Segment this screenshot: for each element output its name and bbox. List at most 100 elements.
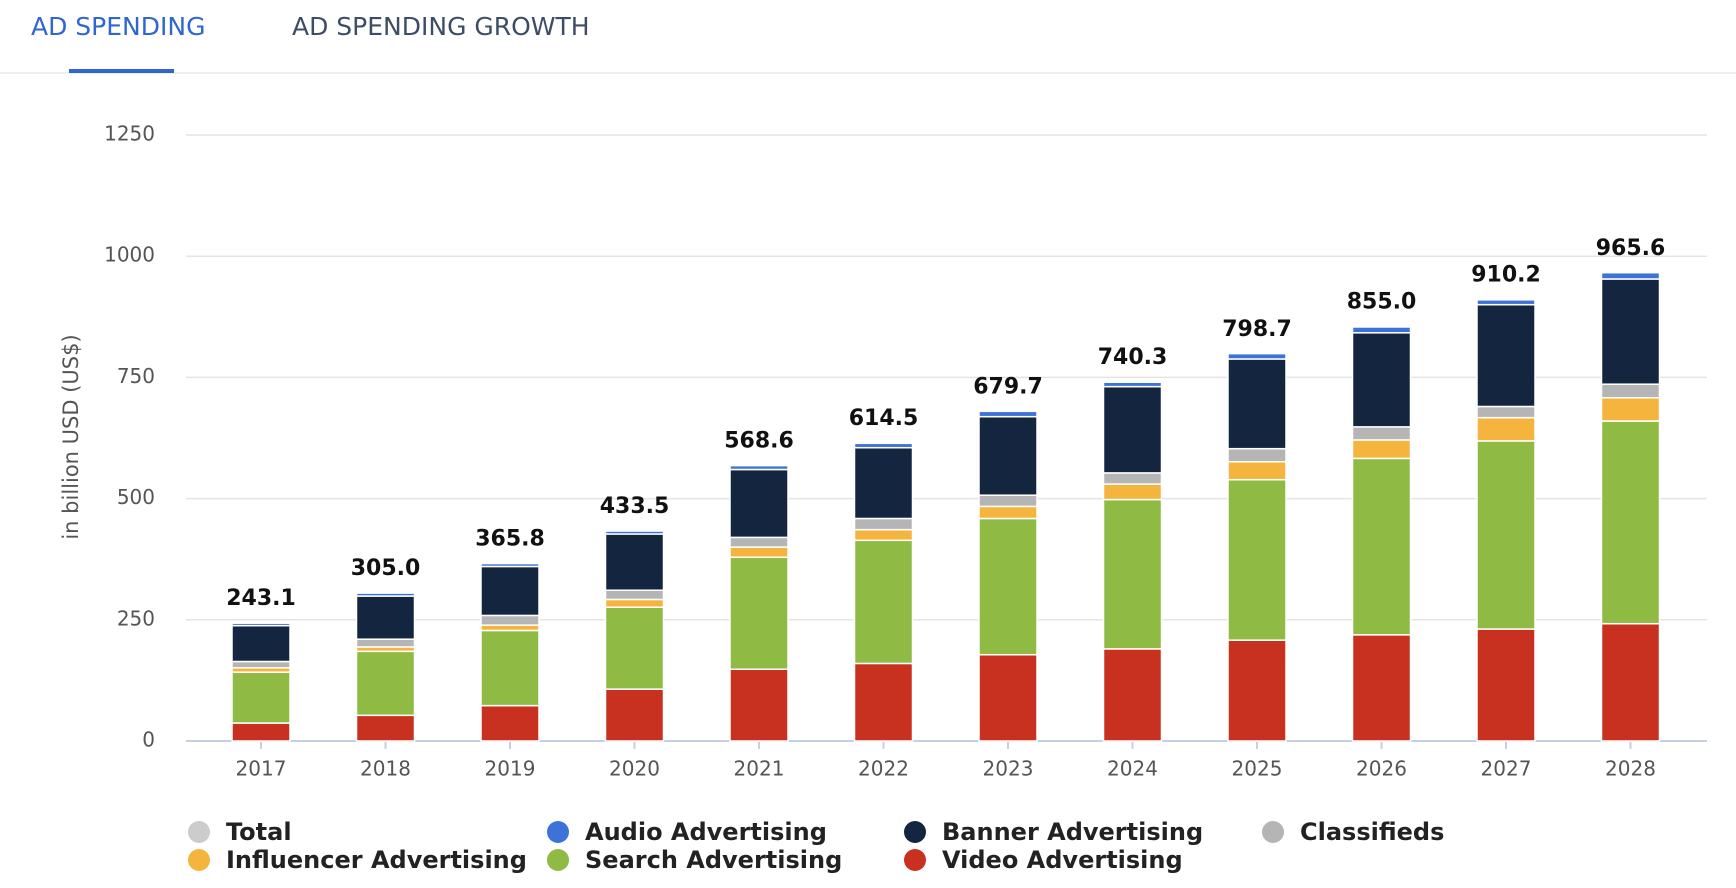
bar-segment bbox=[231, 660, 291, 669]
total-label: 568.6 bbox=[724, 428, 794, 453]
bar-segment bbox=[231, 722, 291, 742]
bar-segment bbox=[978, 505, 1038, 520]
bar-segment bbox=[1476, 440, 1536, 630]
legend-swatch[interactable] bbox=[547, 821, 569, 843]
total-label: 965.6 bbox=[1596, 236, 1666, 261]
bar-segment bbox=[978, 517, 1038, 656]
bar-segment bbox=[853, 446, 914, 520]
bar-segment bbox=[480, 624, 540, 632]
x-tick-label: 2020 bbox=[609, 757, 660, 781]
total-label: 910.2 bbox=[1471, 263, 1541, 288]
bar-segment bbox=[1600, 383, 1661, 399]
bar-segment bbox=[853, 528, 914, 542]
bar-segment bbox=[1102, 385, 1163, 474]
x-tick-label: 2019 bbox=[485, 757, 536, 781]
bar-segment bbox=[1600, 271, 1661, 280]
bar-segment bbox=[1227, 461, 1287, 481]
bar-segment bbox=[1476, 416, 1536, 442]
legend-label[interactable]: Influencer Advertising bbox=[226, 846, 527, 874]
tab-underline bbox=[69, 69, 174, 73]
bar-segment bbox=[853, 662, 914, 742]
bar-segment bbox=[853, 442, 914, 449]
y-tick-label: 500 bbox=[117, 485, 155, 509]
bar-segment bbox=[480, 704, 540, 742]
legend-swatch[interactable] bbox=[1262, 821, 1284, 843]
x-tick-label: 2021 bbox=[734, 757, 785, 781]
total-label: 243.1 bbox=[226, 586, 296, 611]
bar-segment bbox=[355, 714, 416, 742]
bar-segment bbox=[604, 530, 665, 535]
bar-segment bbox=[355, 595, 416, 640]
legend-label[interactable]: Search Advertising bbox=[585, 846, 842, 874]
legend-label[interactable]: Video Advertising bbox=[942, 846, 1183, 874]
bar-segment bbox=[1351, 439, 1412, 460]
x-tick-label: 2017 bbox=[236, 757, 287, 781]
bar-segment bbox=[1102, 472, 1163, 485]
legend-swatch[interactable] bbox=[904, 849, 926, 871]
x-tick-label: 2018 bbox=[360, 757, 411, 781]
bar-segment bbox=[355, 592, 416, 597]
bar-segment bbox=[480, 629, 540, 707]
bar-segment bbox=[231, 622, 291, 627]
legend-swatch[interactable] bbox=[188, 821, 210, 843]
legend-swatch[interactable] bbox=[547, 849, 569, 871]
legend-label[interactable]: Classifieds bbox=[1300, 818, 1444, 846]
y-axis-label: in billion USD (US$) bbox=[59, 334, 83, 539]
bar-segment bbox=[978, 494, 1038, 508]
legend-swatch[interactable] bbox=[188, 849, 210, 871]
bar-segment bbox=[729, 556, 789, 670]
bar-segment bbox=[1476, 405, 1536, 419]
total-label: 798.7 bbox=[1222, 317, 1292, 342]
bar-segment bbox=[1600, 420, 1661, 625]
bar-segment bbox=[729, 464, 789, 471]
bar-segment bbox=[1600, 397, 1661, 422]
x-tick-label: 2024 bbox=[1107, 757, 1158, 781]
bar-segment bbox=[978, 415, 1038, 496]
bar-segment bbox=[1476, 628, 1536, 742]
bar-segment bbox=[1600, 622, 1661, 742]
bar-segment bbox=[231, 671, 291, 724]
bar-segment bbox=[231, 624, 291, 663]
x-tick-label: 2026 bbox=[1356, 757, 1407, 781]
bar-segment bbox=[480, 614, 540, 626]
x-tick-label: 2027 bbox=[1481, 757, 1532, 781]
bar-segment bbox=[1227, 478, 1287, 641]
legend-swatch[interactable] bbox=[904, 821, 926, 843]
y-tick-label: 250 bbox=[117, 606, 155, 630]
tab-active[interactable]: AD SPENDING bbox=[31, 12, 205, 41]
x-tick-label: 2022 bbox=[858, 757, 909, 781]
bar-segment bbox=[1351, 332, 1412, 428]
bar-segment bbox=[604, 606, 665, 690]
bar-segment bbox=[1227, 447, 1287, 463]
legend-label[interactable]: Audio Advertising bbox=[585, 818, 827, 846]
tab[interactable]: AD SPENDING GROWTH bbox=[292, 12, 590, 41]
y-tick-label: 1250 bbox=[104, 122, 155, 146]
bar-segment bbox=[1351, 426, 1412, 441]
total-label: 305.0 bbox=[351, 556, 421, 581]
bar-segment bbox=[604, 688, 665, 742]
bar-segment bbox=[978, 653, 1038, 742]
bar-segment bbox=[1102, 498, 1163, 650]
bar-segment bbox=[853, 539, 914, 665]
y-tick-label: 1000 bbox=[104, 243, 155, 267]
bar-segment bbox=[480, 565, 540, 617]
y-tick-label: 0 bbox=[142, 728, 155, 752]
legend-label[interactable]: Banner Advertising bbox=[942, 818, 1203, 846]
bar-segment bbox=[1351, 457, 1412, 636]
bar-segment bbox=[355, 650, 416, 717]
bar-segment bbox=[604, 598, 665, 608]
total-label: 433.5 bbox=[600, 494, 670, 519]
total-label: 614.5 bbox=[849, 406, 919, 431]
y-tick-label: 750 bbox=[117, 364, 155, 388]
bar-segment bbox=[1476, 303, 1536, 408]
legend-label[interactable]: Total bbox=[226, 818, 292, 846]
x-tick-label: 2028 bbox=[1605, 757, 1656, 781]
bar-segment bbox=[355, 638, 416, 648]
bar-segment bbox=[1227, 639, 1287, 742]
bar-segment bbox=[604, 533, 665, 591]
bar-segment bbox=[1351, 634, 1412, 742]
bar-segment bbox=[1476, 299, 1536, 306]
bar-segment bbox=[1351, 326, 1412, 334]
total-label: 679.7 bbox=[973, 374, 1043, 399]
total-label: 855.0 bbox=[1347, 289, 1417, 314]
